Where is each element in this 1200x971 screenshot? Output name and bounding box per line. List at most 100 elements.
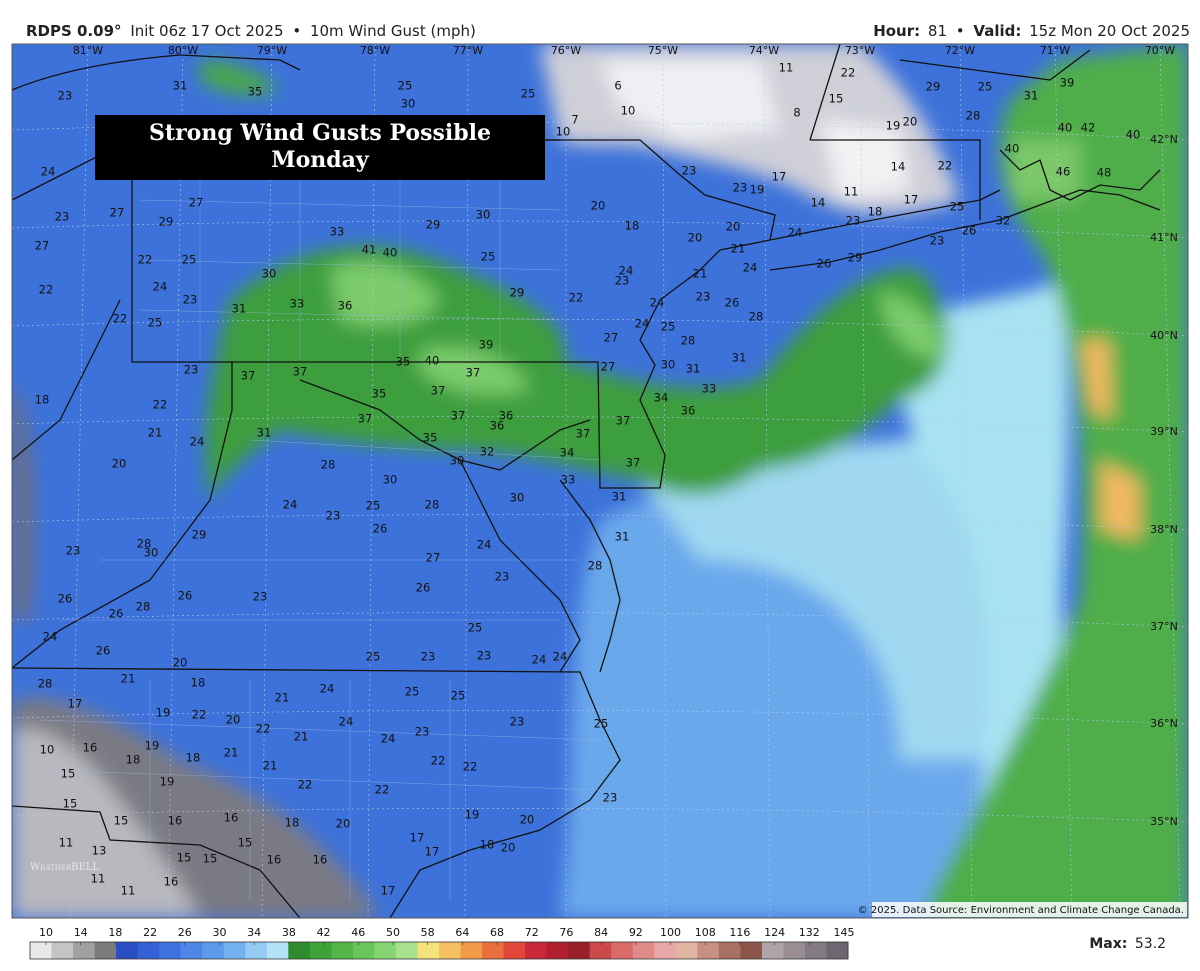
colorbar-label: 132 — [799, 926, 820, 939]
colorbar-swatch — [137, 942, 160, 959]
colorbar-swatch — [374, 942, 397, 959]
gust-value: 18 — [186, 751, 201, 765]
separator: • — [292, 22, 301, 40]
longitude-label: 80°W — [168, 44, 198, 57]
gust-value: 21 — [224, 746, 239, 760]
gust-value: 16 — [83, 741, 98, 755]
longitude-label: 81°W — [73, 44, 103, 57]
gust-value: 28 — [588, 559, 603, 573]
gust-value: 30 — [383, 473, 398, 487]
colorbar-swatch — [288, 942, 311, 959]
gust-value: 23 — [733, 181, 748, 195]
colorbar-swatch — [30, 942, 53, 959]
latitude-labels: 42°N 41°N 40°N 39°N 38°N 37°N 36°N 35°N — [1150, 133, 1178, 828]
gust-value: 15 — [61, 767, 76, 781]
county-lines — [39, 160, 601, 900]
gust-value: 19 — [750, 183, 765, 197]
gust-value: 22 — [192, 708, 207, 722]
gust-value: 30 — [262, 267, 277, 281]
gust-value: 16 — [224, 811, 239, 825]
gust-value: 27 — [110, 206, 125, 220]
colorbar-swatch — [223, 942, 246, 959]
colorbar-swatch — [245, 942, 268, 959]
gust-value: 24 — [553, 650, 568, 664]
gust-value: 25 — [451, 689, 466, 703]
latitude-label: 41°N — [1150, 231, 1178, 244]
colorbar-label: 30 — [212, 926, 226, 939]
gust-value: 23 — [930, 234, 945, 248]
gust-value: 17 — [381, 884, 396, 898]
gust-value: 39 — [479, 338, 494, 352]
gust-value: 28 — [425, 498, 440, 512]
gust-value: 19 — [145, 739, 160, 753]
gust-value: 25 — [521, 87, 536, 101]
gust-value: 41 — [362, 243, 377, 257]
latitude-label: 40°N — [1150, 329, 1178, 342]
colorbar-swatch — [826, 942, 849, 959]
gust-value: 11 — [121, 884, 136, 898]
gust-value: 23 — [495, 570, 510, 584]
gust-value: 26 — [58, 592, 73, 606]
gust-value: 23 — [846, 214, 861, 228]
gust-value: 18 — [625, 219, 640, 233]
gust-value: 25 — [366, 499, 381, 513]
gust-value: 40 — [383, 246, 398, 260]
gust-value: 27 — [35, 239, 50, 253]
hour: 81 — [928, 22, 947, 40]
gust-value: 28 — [681, 334, 696, 348]
gust-value: 21 — [121, 672, 136, 686]
gust-value: 25 — [182, 253, 197, 267]
colorbar: 10 14 18 22 26 30 34 38 42 46 50 58 64 68 72 76 84 92 100 1… — [29, 926, 855, 960]
gust-value: 23 — [421, 650, 436, 664]
gust-value: 33 — [561, 473, 576, 487]
longitude-label: 75°W — [648, 44, 678, 57]
gust-value: 20 — [591, 199, 606, 213]
colorbar-swatch — [266, 942, 289, 959]
gust-value: 29 — [510, 286, 525, 300]
gust-value: 37 — [451, 409, 466, 423]
colorbar-swatch — [632, 942, 655, 959]
gust-value: 36 — [490, 419, 505, 433]
latitude-label: 35°N — [1150, 815, 1178, 828]
colorbar-label: 46 — [351, 926, 365, 939]
valid-label: Valid: — [973, 22, 1021, 40]
gust-value: 24 — [619, 264, 634, 278]
map-frame — [11, 43, 1189, 919]
gust-value: 29 — [426, 218, 441, 232]
gust-value: 35 — [372, 387, 387, 401]
gust-value: 23 — [66, 544, 81, 558]
colorbar-swatch — [180, 942, 203, 959]
gust-value: 22 — [138, 253, 153, 267]
gust-value: 20 — [501, 841, 516, 855]
gust-value: 24 — [788, 226, 803, 240]
gust-value: 11 — [91, 872, 106, 886]
colorbar-label: 145 — [834, 926, 855, 939]
field-shading — [12, 44, 1188, 918]
gust-value: 15 — [829, 92, 844, 106]
gust-value: 40 — [1126, 128, 1141, 142]
gust-value: 26 — [178, 589, 193, 603]
watermark: WeatherBELL — [30, 862, 100, 873]
gust-value: 16 — [267, 853, 282, 867]
gust-value: 31 — [173, 79, 188, 93]
gust-value: 29 — [192, 528, 207, 542]
gust-value: 27 — [601, 360, 616, 374]
gust-value: 33 — [290, 297, 305, 311]
gust-value: 33 — [330, 225, 345, 239]
valid: 15z Mon 20 Oct 2025 — [1029, 22, 1190, 40]
gust-value: 22 — [298, 778, 313, 792]
gust-value: 24 — [743, 261, 758, 275]
colorbar-swatch — [116, 942, 139, 959]
gust-value: 21 — [294, 730, 309, 744]
gust-value: 23 — [183, 293, 198, 307]
gust-value: 20 — [726, 220, 741, 234]
gust-value: 23 — [603, 791, 618, 805]
gust-value: 19 — [156, 706, 171, 720]
gust-value: 37 — [616, 414, 631, 428]
gust-value: 15 — [203, 852, 218, 866]
gust-value: 42 — [1081, 121, 1096, 135]
longitude-label: 73°W — [845, 44, 875, 57]
gust-value: 24 — [153, 280, 168, 294]
gust-value: 22 — [153, 398, 168, 412]
gust-value: 8 — [793, 106, 800, 120]
